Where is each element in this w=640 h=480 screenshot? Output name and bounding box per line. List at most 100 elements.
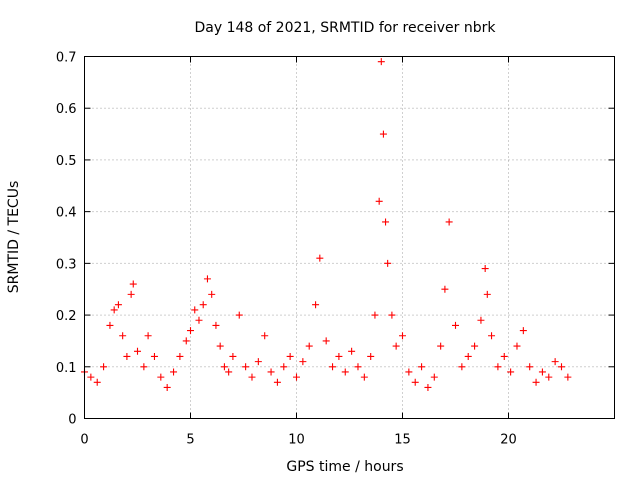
data-point [360, 373, 368, 381]
data-point [367, 352, 375, 360]
data-point [242, 363, 250, 371]
data-point [348, 347, 356, 355]
data-point [519, 327, 527, 335]
data-point [286, 352, 294, 360]
data-point [371, 311, 379, 319]
data-point [341, 368, 349, 376]
data-point [464, 352, 472, 360]
data-point [392, 342, 400, 350]
data-point [191, 306, 199, 314]
y-tick-label: 0.1 [56, 361, 77, 376]
data-point [375, 197, 383, 205]
data-point [208, 290, 216, 298]
y-tick-label: 0.6 [56, 102, 77, 117]
y-tick-label: 0.2 [56, 309, 77, 324]
data-point [445, 218, 453, 226]
data-point [481, 265, 489, 273]
data-point [134, 347, 141, 355]
data-point [526, 363, 534, 371]
data-point [379, 130, 387, 138]
ticks-layer: 0 0.1 0.2 0.3 0.4 0.5 0.6 0.7 0 5 10 15 20 [56, 51, 615, 448]
data-point [483, 290, 491, 298]
data-point [157, 373, 165, 381]
data-point [377, 58, 385, 66]
y-tick-label: 0 [68, 413, 76, 428]
data-point [329, 363, 337, 371]
y-tick-label: 0.7 [56, 51, 77, 66]
data-point [176, 352, 184, 360]
data-point [261, 332, 269, 340]
data-point [558, 363, 565, 371]
data-point [187, 327, 194, 335]
data-point [127, 290, 135, 298]
data-point [235, 311, 243, 319]
data-point [119, 332, 127, 340]
data-point [458, 363, 466, 371]
data-point [382, 218, 390, 226]
data-point [225, 368, 233, 376]
data-point [100, 363, 108, 371]
data-point [106, 321, 114, 329]
data-point [144, 332, 152, 340]
data-point [322, 337, 330, 345]
x-tick-label: 10 [288, 433, 305, 448]
x-tick-label: 15 [394, 433, 411, 448]
data-point [140, 363, 148, 371]
data-point [424, 383, 432, 391]
data-point [405, 368, 413, 376]
x-tick-label: 0 [80, 433, 88, 448]
data-point [267, 368, 275, 376]
data-point [182, 337, 190, 345]
data-point [312, 301, 320, 309]
data-point [254, 358, 262, 366]
data-point [384, 259, 392, 267]
data-point [551, 358, 559, 366]
data-point [316, 254, 324, 262]
data-point [170, 368, 178, 376]
data-point [437, 342, 445, 350]
data-point [212, 321, 220, 329]
data-point [123, 352, 131, 360]
data-point [163, 383, 171, 391]
data-point [500, 352, 508, 360]
data-point [199, 301, 207, 309]
data-point [129, 280, 137, 288]
data-point [430, 373, 438, 381]
y-axis-title: SRMTID / TECUs [6, 181, 22, 294]
data-point [354, 363, 362, 371]
data-point [114, 301, 122, 309]
x-tick-label: 5 [186, 433, 194, 448]
data-point [229, 352, 237, 360]
data-point [110, 306, 118, 314]
data-point [280, 363, 288, 371]
data-point [477, 316, 485, 324]
data-point [305, 342, 313, 350]
data-point [545, 373, 553, 381]
data-point [293, 373, 300, 381]
grid-layer [84, 56, 615, 419]
data-point [564, 373, 572, 381]
data-point [273, 378, 281, 386]
plot-frame [84, 56, 615, 419]
points-layer [81, 58, 572, 391]
data-point [507, 368, 515, 376]
data-point [299, 358, 307, 366]
data-point [150, 352, 158, 360]
x-axis-title: GPS time / hours [286, 459, 403, 475]
data-point [220, 363, 228, 371]
x-tick-label: 20 [500, 433, 517, 448]
data-point [418, 363, 426, 371]
data-point [494, 363, 502, 371]
y-tick-label: 0.3 [56, 257, 77, 272]
data-point [87, 373, 95, 381]
data-point [248, 373, 256, 381]
data-point [203, 275, 211, 283]
data-point [471, 342, 479, 350]
y-tick-label: 0.4 [56, 206, 77, 221]
data-point [399, 332, 406, 340]
data-point [532, 378, 540, 386]
data-point [452, 321, 459, 329]
data-point [195, 316, 203, 324]
data-point [538, 368, 546, 376]
